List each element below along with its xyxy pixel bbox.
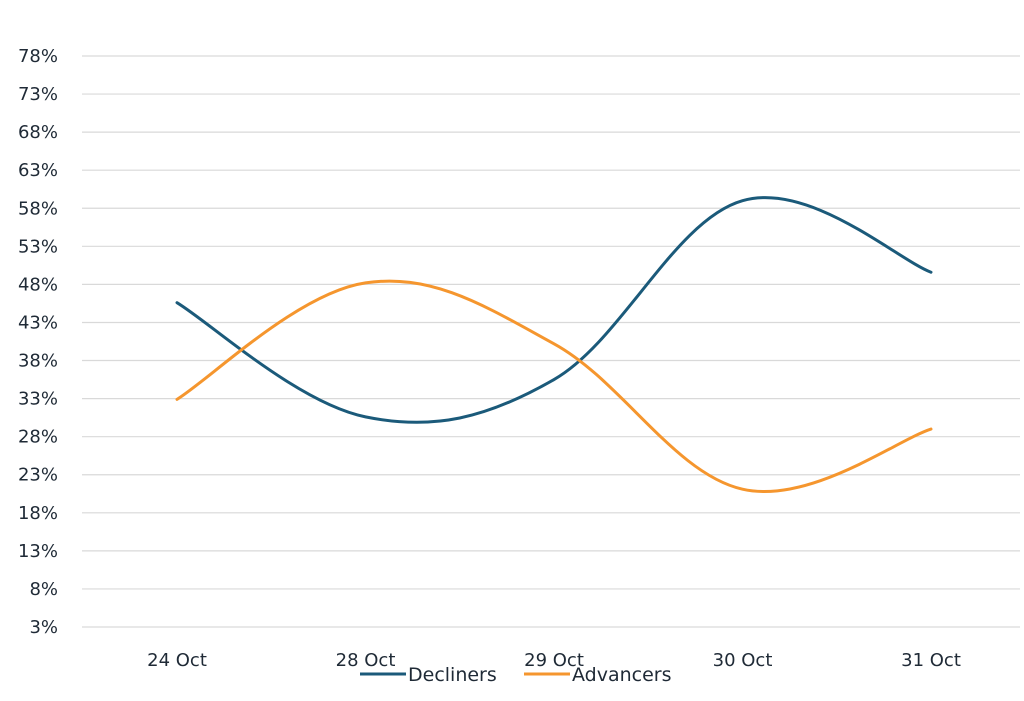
y-tick-label: 68% — [18, 122, 58, 143]
x-tick-label: 31 Oct — [901, 650, 961, 671]
y-tick-label: 18% — [18, 503, 58, 524]
series-lines — [175, 196, 933, 493]
y-tick-label: 13% — [18, 541, 58, 562]
y-tick-label: 58% — [18, 198, 58, 219]
y-tick-label: 8% — [29, 579, 58, 600]
series-line-advancers — [175, 279, 933, 493]
x-tick-label: 28 Oct — [336, 650, 396, 671]
y-tick-label: 53% — [18, 236, 58, 257]
x-tick-label: 30 Oct — [713, 650, 773, 671]
y-tick-label: 78% — [18, 46, 58, 67]
y-tick-label: 23% — [18, 465, 58, 486]
y-tick-label: 43% — [18, 312, 58, 333]
series-line-decliners — [175, 196, 933, 424]
legend-label-decliners: Decliners — [408, 664, 497, 686]
y-tick-label: 73% — [18, 84, 58, 105]
legend: Decliners Advancers — [360, 664, 672, 686]
y-tick-label: 3% — [29, 617, 58, 638]
y-tick-label: 63% — [18, 160, 58, 181]
y-tick-label: 33% — [18, 389, 58, 410]
y-tick-label: 28% — [18, 427, 58, 448]
y-axis-ticks: 3% 8% 13% 18% 23% 28% 33% 38% 43% 48% 53% 58% 63% 68%… — [18, 46, 58, 638]
gridlines — [82, 55, 1020, 628]
x-tick-label: 24 Oct — [147, 650, 207, 671]
x-tick-label: 29 Oct — [524, 650, 584, 671]
legend-label-advancers: Advancers — [572, 664, 672, 686]
y-tick-label: 38% — [18, 351, 58, 372]
y-tick-label: 48% — [18, 274, 58, 295]
x-axis-ticks: 24 Oct 28 Oct 29 Oct 30 Oct 31 Oct — [147, 650, 961, 671]
